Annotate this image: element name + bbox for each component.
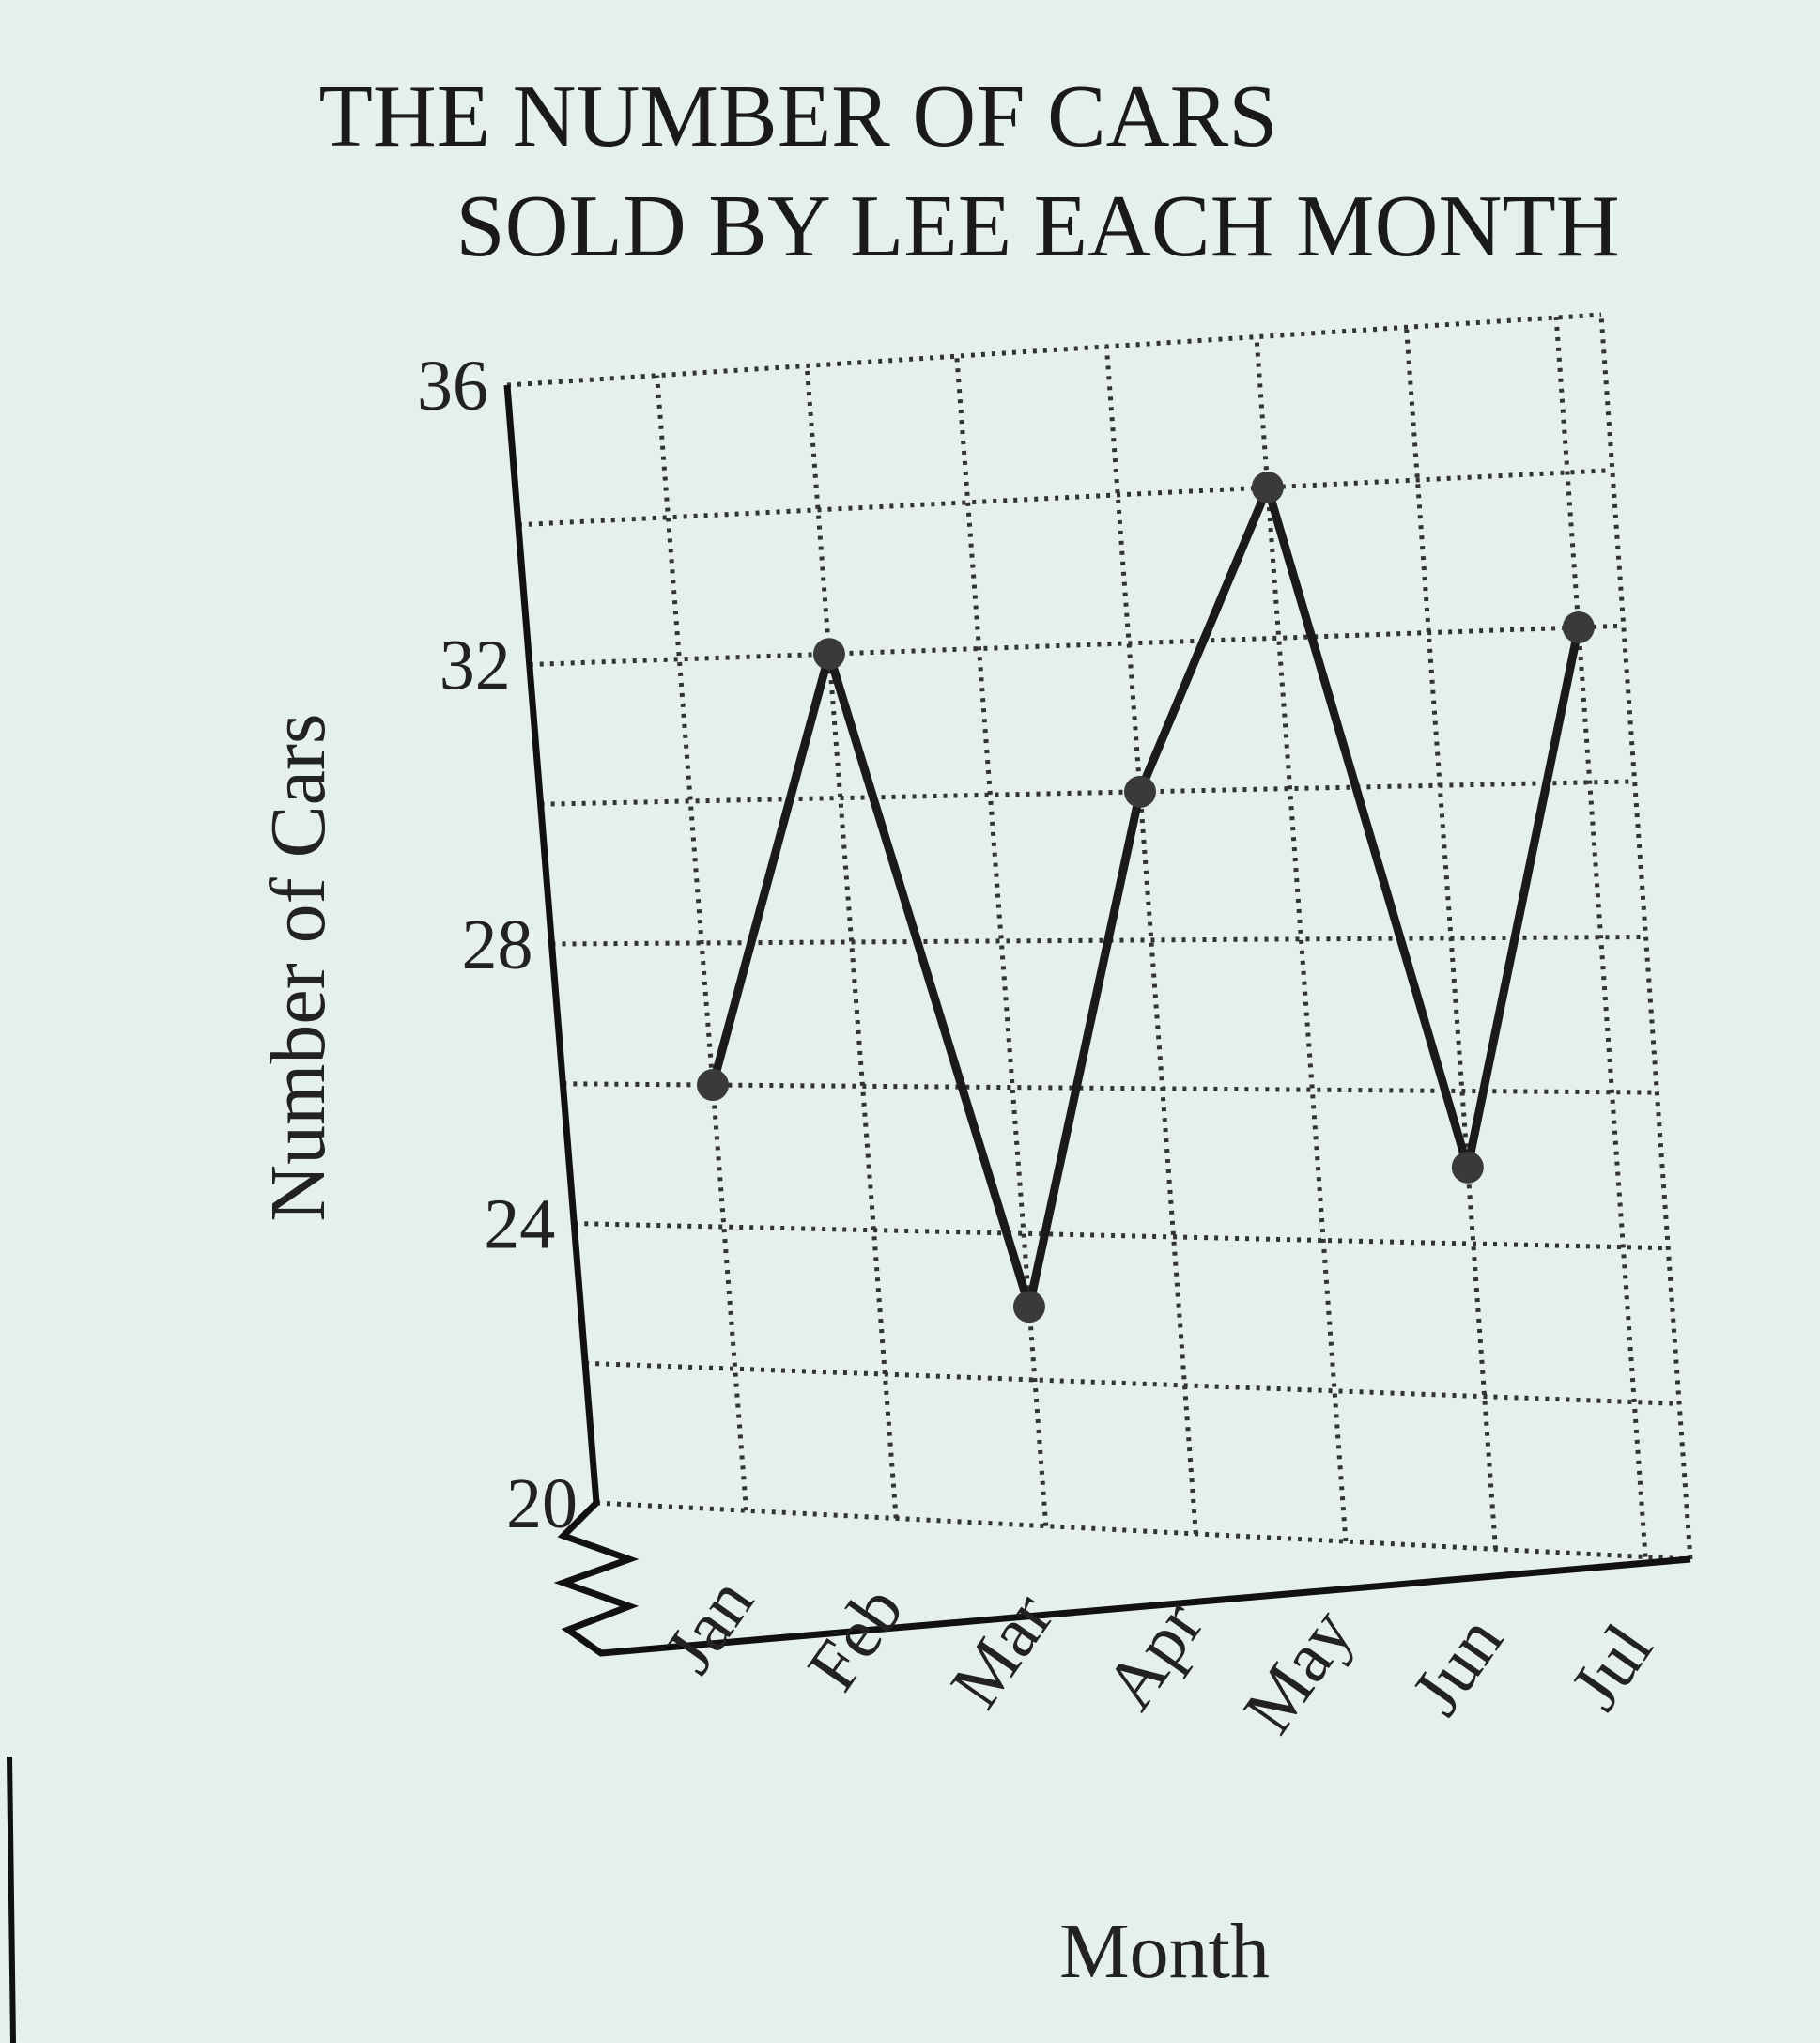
- grid-line-h: [551, 935, 1646, 947]
- grid-line-v: [1598, 314, 1693, 1560]
- data-point-jul: [1562, 611, 1595, 643]
- x-tick-label-feb: Feb: [793, 1571, 918, 1705]
- page-edge-line: [7, 1756, 16, 2043]
- grid-line-h: [506, 312, 1602, 388]
- data-point-feb: [812, 638, 845, 671]
- grid-line-v: [1254, 336, 1349, 1542]
- grid-line-h: [574, 1221, 1669, 1251]
- grid-line-v: [1553, 317, 1648, 1557]
- data-point-apr: [1123, 775, 1156, 808]
- x-tick-label-jun: Jun: [1396, 1602, 1518, 1729]
- grid: [506, 312, 1693, 1562]
- data-point-jan: [696, 1069, 729, 1102]
- grid-line-h: [595, 1500, 1691, 1562]
- x-tick-label-jul: Jul: [1555, 1610, 1668, 1724]
- axes: [503, 384, 1691, 1657]
- grid-line-v: [804, 365, 899, 1519]
- x-axis-label: Month: [1059, 1908, 1270, 1995]
- grid-line-h: [517, 468, 1612, 528]
- y-tick-label: 28: [462, 905, 533, 984]
- data-point-mar: [1012, 1291, 1045, 1323]
- x-tick-label-mar: Mar: [935, 1579, 1068, 1722]
- data-point-may: [1251, 471, 1284, 503]
- data-point-jun: [1451, 1151, 1484, 1184]
- grid-line-v: [655, 375, 749, 1511]
- y-tick-label: 36: [417, 347, 488, 426]
- x-tick-label-jan: Jan: [650, 1564, 769, 1687]
- y-tick-label: 24: [484, 1185, 555, 1264]
- grid-line-h: [563, 1081, 1658, 1095]
- axes-lines: [503, 384, 1691, 1657]
- grid-line-v: [1103, 346, 1198, 1535]
- y-axis-label: Number of Cars: [254, 713, 342, 1221]
- y-tick-label: 32: [440, 627, 511, 705]
- grid-line-v: [954, 355, 1049, 1526]
- grid-line-h: [585, 1360, 1680, 1406]
- chart-title-line-2: SOLD BY LEE EACH MONTH: [455, 178, 1619, 275]
- y-tick-label: 20: [506, 1464, 578, 1543]
- grid-line-h: [529, 623, 1624, 667]
- chart-title-line-1: THE NUMBER OF CARS: [318, 68, 1277, 165]
- grid-line-v: [1404, 327, 1499, 1550]
- series: [696, 471, 1595, 1323]
- grid-line-h: [540, 779, 1635, 807]
- x-tick-label-may: May: [1228, 1595, 1368, 1747]
